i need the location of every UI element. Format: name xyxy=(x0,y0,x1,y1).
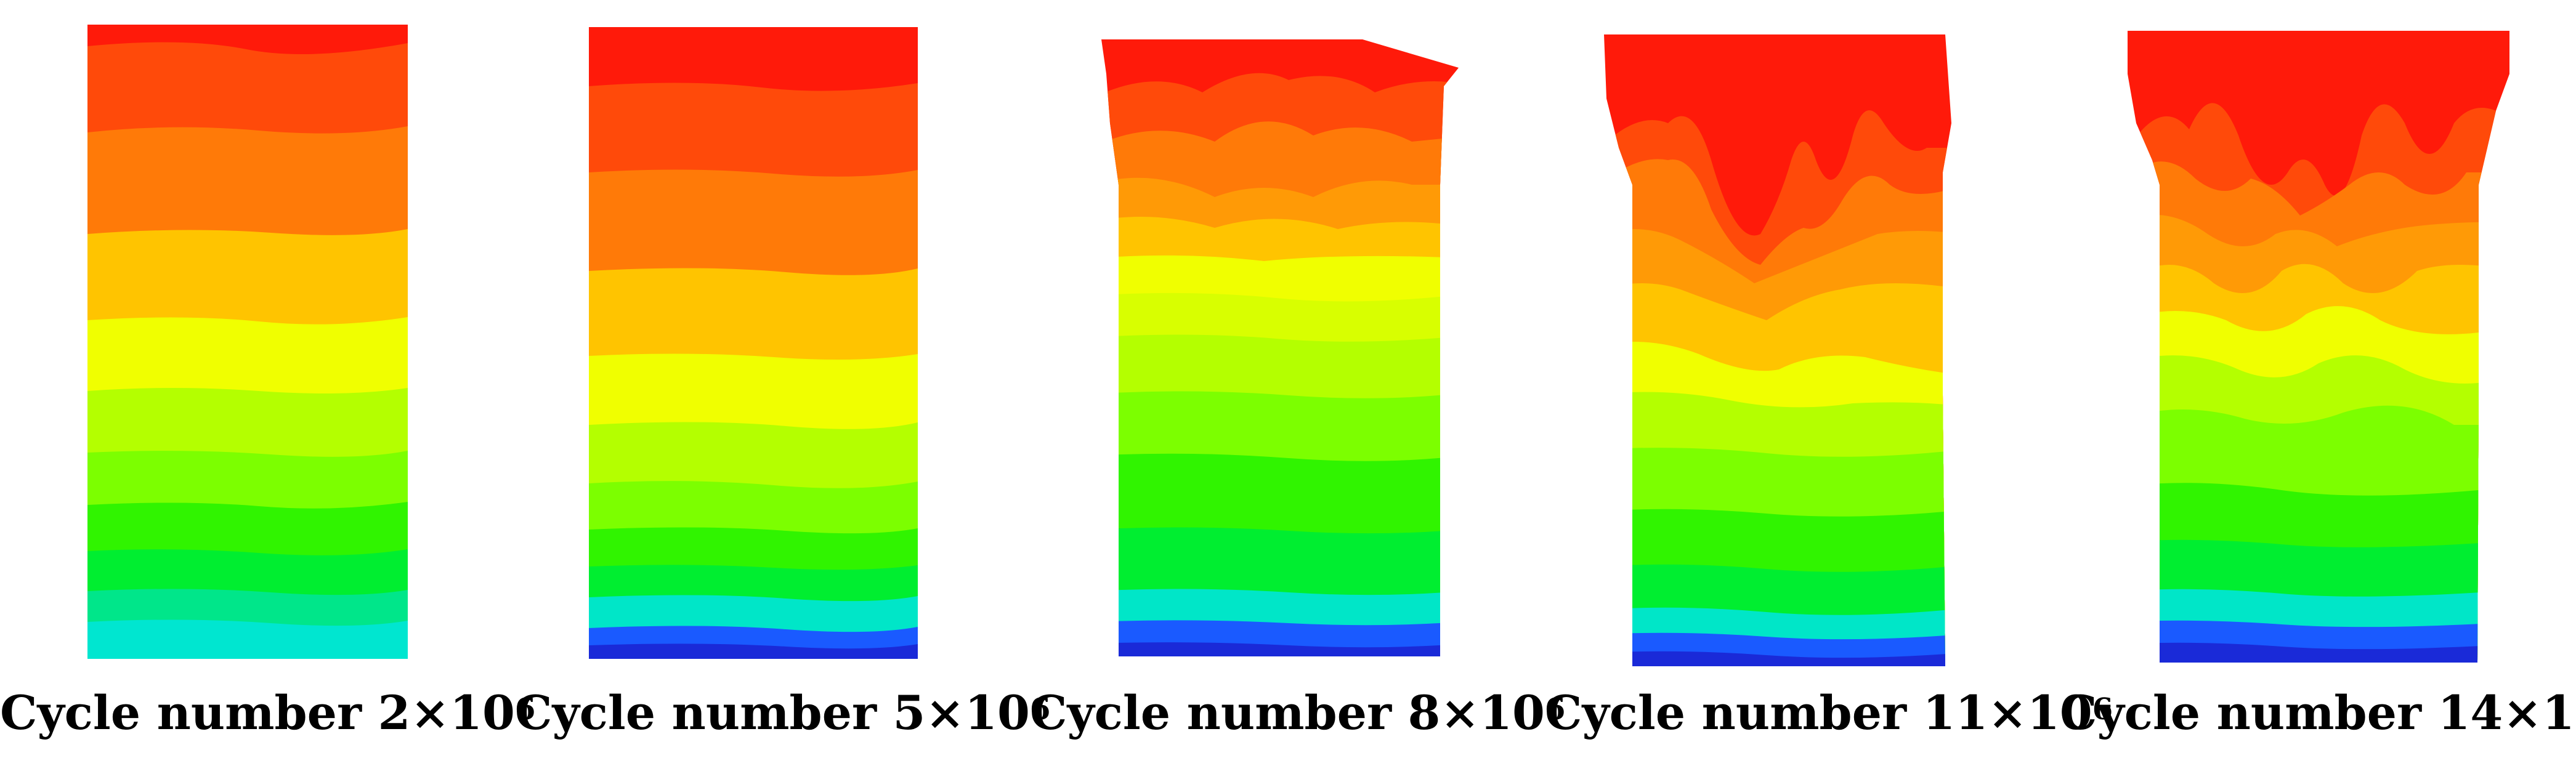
panel-caption: Cycle number 11×106 xyxy=(1545,685,2113,740)
panel-caption: Cycle number 2×106 xyxy=(0,685,536,740)
panel-cycle-8e6: Cycle number 8×106 xyxy=(1030,0,1566,758)
specimen-contour-5e6 xyxy=(589,27,918,659)
panel-cycle-11e6: Cycle number 11×106 xyxy=(1545,0,2113,758)
specimen-contour-8e6 xyxy=(1101,39,1459,656)
specimen-contour-14e6 xyxy=(2128,31,2509,663)
panel-cycle-2e6: Cycle number 2×106 xyxy=(0,0,536,758)
panel-caption: Cycle number 8×106 xyxy=(1030,685,1566,740)
panel-cycle-14e6: Cycle number 14×106 xyxy=(2060,0,2576,758)
specimen-contour-11e6 xyxy=(1604,34,1951,666)
panel-caption: Cycle number 5×106 xyxy=(515,685,1051,740)
panel-caption: Cycle number 14×106 xyxy=(2060,685,2576,740)
specimen-contour-2e6 xyxy=(87,25,408,659)
panel-cycle-5e6: Cycle number 5×106 xyxy=(515,0,1051,758)
